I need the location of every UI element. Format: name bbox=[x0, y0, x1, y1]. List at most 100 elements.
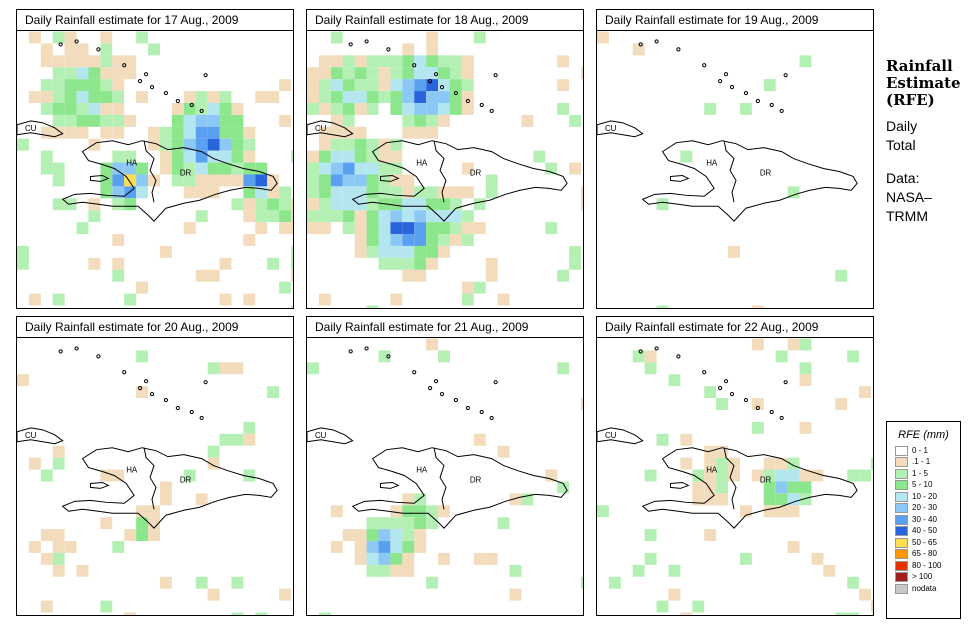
rainfall-cell bbox=[291, 198, 293, 211]
rainfall-cell bbox=[330, 174, 343, 187]
rainfall-cell bbox=[100, 174, 113, 187]
rainfall-cell bbox=[64, 91, 77, 103]
rainfall-cell bbox=[124, 67, 137, 80]
rainfall-cell bbox=[291, 245, 293, 258]
rainfall-cell bbox=[390, 517, 403, 530]
rainfall-cell bbox=[267, 91, 280, 103]
legend-title: RFE (mm) bbox=[898, 429, 949, 441]
islet bbox=[386, 354, 391, 359]
islet bbox=[364, 346, 369, 351]
rainfall-cell bbox=[100, 79, 113, 92]
rainfall-cell bbox=[159, 576, 172, 589]
rainfall-cell bbox=[28, 457, 41, 470]
coastlines bbox=[597, 39, 858, 222]
rainfall-cell bbox=[668, 588, 681, 601]
islet bbox=[138, 79, 143, 84]
rainfall-cell bbox=[799, 55, 812, 68]
rainfall-cell bbox=[195, 576, 208, 589]
rainfall-cell bbox=[775, 469, 788, 482]
rainfall-cells bbox=[307, 31, 583, 308]
rainfall-cell bbox=[330, 114, 343, 127]
rainfall-cell bbox=[318, 222, 331, 235]
rainfall-cell bbox=[438, 114, 450, 127]
rainfall-map: CU HA DR bbox=[16, 338, 294, 616]
rainfall-cell bbox=[195, 114, 208, 127]
rainfall-cell bbox=[318, 162, 331, 175]
rainfall-cell bbox=[183, 186, 196, 199]
rainfall-cell bbox=[100, 102, 113, 115]
islet bbox=[493, 380, 498, 385]
rainfall-cell bbox=[195, 269, 208, 282]
rainfall-cell bbox=[438, 91, 450, 103]
rainfall-cell bbox=[183, 162, 196, 175]
rainfall-cell bbox=[64, 55, 77, 68]
rainfall-cell bbox=[171, 150, 184, 163]
coastlines bbox=[17, 39, 278, 222]
islet bbox=[755, 98, 760, 104]
rainfall-cell bbox=[823, 564, 836, 577]
rainfall-cell bbox=[159, 162, 172, 175]
rainfall-cell bbox=[716, 398, 729, 410]
rainfall-cell bbox=[680, 612, 693, 615]
rainfall-cell bbox=[728, 469, 740, 482]
map-panel-22-aug: Daily Rainfall estimate for 22 Aug., 200… bbox=[596, 316, 874, 616]
rainfall-cell bbox=[330, 505, 343, 518]
rainfall-map: CU HA DR bbox=[306, 31, 584, 309]
rainfall-cell bbox=[28, 293, 41, 306]
rainfall-cell bbox=[378, 91, 391, 103]
rainfall-cell bbox=[112, 257, 125, 270]
rainfall-cell bbox=[243, 186, 256, 199]
rainfall-cell bbox=[569, 114, 582, 127]
rainfall-cell bbox=[76, 79, 89, 92]
rainfall-cell bbox=[799, 493, 812, 506]
rainfall-cell bbox=[88, 114, 101, 127]
rainfall-cell bbox=[330, 138, 343, 151]
rainfall-cell bbox=[148, 43, 160, 56]
rainfall-cell bbox=[88, 55, 101, 68]
rainfall-cell bbox=[644, 362, 657, 375]
hispaniola-coastline bbox=[61, 447, 278, 529]
hispaniola-coastline bbox=[351, 447, 568, 529]
legend-swatch bbox=[895, 572, 908, 583]
rainfall-cell bbox=[342, 67, 355, 80]
islet bbox=[412, 63, 417, 68]
rainfall-cell bbox=[763, 493, 776, 506]
rainfall-cell bbox=[136, 174, 149, 187]
islet bbox=[163, 90, 169, 96]
legend-item: 5 - 10 bbox=[887, 480, 960, 492]
rainfall-cell bbox=[390, 564, 403, 577]
rainfall-cell bbox=[632, 564, 645, 577]
rainfall-cell bbox=[473, 222, 486, 235]
rainfall-cell bbox=[342, 150, 355, 163]
rainfall-cell bbox=[76, 222, 89, 235]
rainfall-cell bbox=[112, 79, 125, 92]
rainfall-cell bbox=[112, 186, 125, 199]
rainfall-cell bbox=[557, 481, 570, 494]
islet bbox=[122, 63, 127, 68]
rainfall-cell bbox=[426, 102, 439, 115]
rainfall-cell bbox=[545, 222, 558, 235]
rainfall-cell bbox=[100, 162, 113, 175]
rainfall-cell bbox=[88, 102, 101, 115]
rainfall-cell bbox=[390, 186, 403, 199]
islet bbox=[386, 47, 391, 52]
rainfall-cell bbox=[231, 114, 244, 127]
islet bbox=[465, 405, 470, 411]
legend-item: 0 - 1 bbox=[887, 445, 960, 457]
rainfall-cell bbox=[402, 222, 415, 235]
rainfall-cell bbox=[859, 386, 872, 399]
rainfall-cell bbox=[342, 114, 355, 127]
islet bbox=[189, 409, 194, 415]
rainfall-cell bbox=[124, 612, 137, 615]
rainfall-cell bbox=[243, 126, 256, 139]
islet bbox=[479, 409, 484, 415]
rainfall-cell bbox=[243, 150, 256, 163]
country-label-dominican-republic: DR bbox=[180, 168, 192, 177]
rainfall-cell bbox=[426, 338, 439, 351]
rainfall-cell bbox=[402, 552, 415, 565]
rainfall-cell bbox=[219, 433, 232, 446]
rainfall-cell bbox=[100, 600, 113, 613]
rainfall-cell bbox=[438, 350, 450, 363]
rainfall-cell bbox=[751, 398, 764, 410]
islet bbox=[654, 39, 659, 44]
